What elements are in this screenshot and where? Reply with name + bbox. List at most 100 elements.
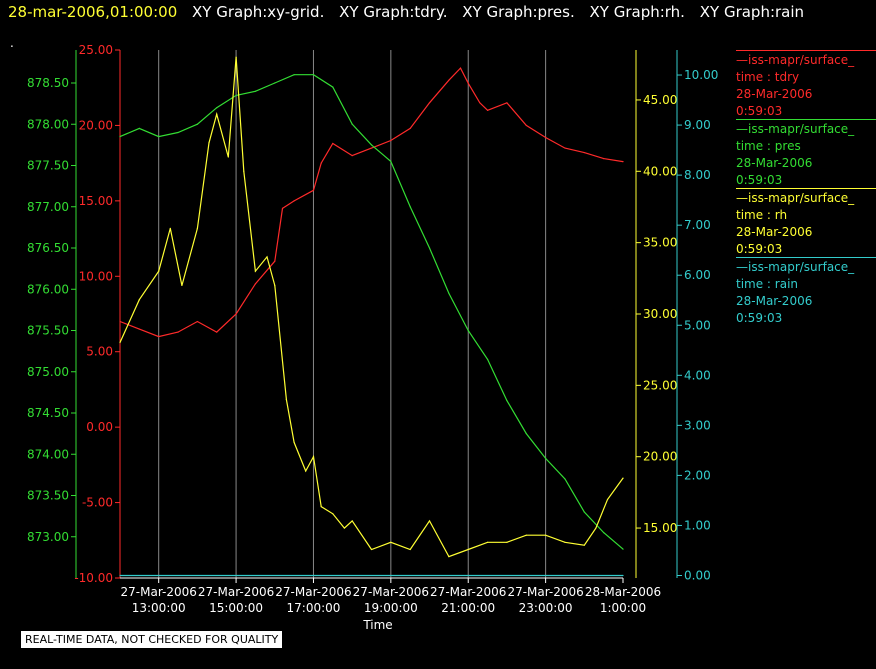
series-tdry-point [564,147,566,149]
series-rain-point [119,574,121,577]
legend-entry-field: time : pres [736,139,801,153]
series-rh-point [390,541,392,543]
series-tdry-point [281,207,284,209]
series-tdry-point [158,336,160,338]
rain-tick-label: 8.00 [684,168,711,182]
series-tdry-point [467,82,469,84]
series-pres-point [216,107,218,109]
series-rh-point [138,299,140,301]
series-rh-point [343,527,346,529]
graph-name-pres: XY Graph:pres. [462,3,575,21]
series-rh-point [428,520,431,522]
series-pres-point [506,400,508,402]
series-pres-point [196,123,198,125]
series-pres-point [119,136,121,138]
series-tdry-line [119,67,624,338]
series-pres-point [622,548,624,550]
series-rain-point [622,574,624,577]
tdry-tick-label: -5.00 [82,496,113,510]
series-tdry-point [196,320,198,323]
rain-tick-label: 0.00 [684,568,711,582]
series-tdry-point [459,67,462,69]
series-rh-point [606,498,609,501]
series-rh-point [312,456,315,458]
series-pres-line [119,74,624,550]
legend-entry-time: 0:59:03 [736,104,783,118]
series-pres-point [177,131,179,134]
series-pres-point [467,329,469,332]
pres-tick-label: 873.50 [27,489,69,503]
series-tdry-point [177,331,179,333]
series-pres-point [583,511,585,513]
x-tick-label-date: 27-Mar-2006 [430,585,506,599]
graph-name-rain: XY Graph:rain [699,3,805,21]
series-rh-point [274,284,276,287]
chart-timestamp: 28-mar-2006,01:00:00 [8,3,178,21]
graph-name-tdry: XY Graph:tdry. [339,3,448,21]
rain-tick-label: 1.00 [684,518,711,532]
x-tick-label-time: 17:00:00 [287,601,341,615]
series-pres-point [370,144,373,146]
pres-tick-label: 875.00 [27,365,69,379]
series-pres-point [254,90,257,92]
x-tick-label-date: 27-Mar-2006 [353,585,429,599]
chart-header: 28-mar-2006,01:00:00 XY Graph:xy-grid. X… [8,3,804,21]
pres-tick-label: 874.50 [27,406,69,420]
series-tdry-point [370,147,373,149]
series-tdry-point [583,151,585,154]
legend-entry-field: time : rh [736,208,788,222]
series-tdry-point [320,162,322,164]
tdry-tick-label: 20.00 [79,118,113,132]
legend-entry-rh: —iss-mapr/surface_ time : rh 28-Mar-2006… [736,188,876,257]
series-rh-point [266,256,268,258]
legend-entry-date: 28-Mar-2006 [736,294,813,308]
rain-tick-label: 2.00 [684,468,711,482]
series-rh-point [196,227,198,229]
legend-entry-time: 0:59:03 [736,173,783,187]
series-rh-point [595,527,597,529]
pres-tick-label: 874.00 [27,447,69,461]
rh-tick-label: 25.00 [643,378,677,392]
rh-tick-label: 15.00 [643,521,677,535]
x-tick-label-time: 21:00:00 [441,601,495,615]
series-tdry-point [545,136,547,139]
x-tick-label-date: 28-Mar-2006 [585,585,661,599]
rh-tick-label: 45.00 [643,93,677,107]
series-pres-point [603,532,605,534]
series-rh-point [448,555,450,558]
series-tdry-point [525,124,527,127]
series-tdry-point [603,158,605,160]
series-rh-point [208,142,210,144]
pres-tick-label: 876.00 [27,282,69,296]
legend-entry-field: time : rain [736,277,799,291]
legend-entry-rain: —iss-mapr/surface_ time : rain 28-Mar-20… [736,257,876,326]
series-rh-point [158,270,160,272]
legend-entry-name: —iss-mapr/surface_ [736,260,855,274]
graph-name-xy-grid: XY Graph:xy-grid. [192,3,325,21]
series-pres-point [332,86,334,88]
x-tick-label-date: 27-Mar-2006 [121,585,197,599]
series-pres-point [525,433,527,435]
series-tdry-point [390,139,392,142]
series-pres-point [235,94,237,96]
series-pres-point [486,358,489,360]
series-rh-point [332,513,334,515]
pres-tick-label: 873.00 [27,530,69,544]
series-rh-point [254,270,257,272]
series-tdry-point [332,142,334,145]
series-tdry-point [428,102,431,104]
series-rh-point [467,548,469,551]
tdry-tick-label: -10.00 [74,571,113,585]
series-rh-point [351,520,353,522]
series-tdry-point [274,260,276,262]
legend-entry-name: —iss-mapr/surface_ [736,191,855,205]
legend-entry-date: 28-Mar-2006 [736,156,813,170]
series-pres-point [293,74,295,76]
quality-notice: REAL-TIME DATA, NOT CHECKED FOR QUALITY [20,630,284,649]
series-rh-point [486,541,489,543]
x-tick-label-time: 19:00:00 [364,601,418,615]
rain-tick-label: 6.00 [684,268,711,282]
series-rh-point [243,170,245,172]
rh-tick-label: 20.00 [643,450,677,464]
